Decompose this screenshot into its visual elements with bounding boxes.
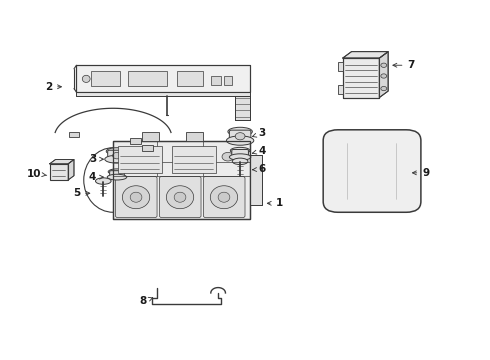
Bar	[338, 85, 343, 94]
Polygon shape	[113, 140, 250, 220]
Bar	[211, 76, 220, 85]
Ellipse shape	[96, 178, 111, 184]
Bar	[338, 62, 343, 71]
Bar	[130, 138, 141, 144]
Bar	[69, 132, 79, 137]
Polygon shape	[379, 51, 388, 98]
Ellipse shape	[130, 192, 142, 202]
Ellipse shape	[235, 133, 245, 140]
Bar	[223, 76, 232, 85]
Ellipse shape	[222, 152, 234, 161]
Text: 5: 5	[73, 188, 90, 198]
Bar	[91, 71, 121, 86]
Ellipse shape	[381, 86, 387, 91]
Ellipse shape	[381, 74, 387, 78]
Bar	[118, 146, 162, 173]
Ellipse shape	[108, 169, 126, 175]
Polygon shape	[76, 65, 250, 92]
Polygon shape	[76, 92, 250, 96]
FancyBboxPatch shape	[108, 150, 126, 160]
Text: 3: 3	[89, 154, 103, 164]
Polygon shape	[343, 51, 388, 58]
Text: 4: 4	[89, 172, 103, 182]
Text: 4: 4	[252, 145, 266, 156]
Ellipse shape	[210, 186, 238, 209]
Ellipse shape	[122, 186, 150, 209]
Ellipse shape	[105, 155, 129, 163]
Ellipse shape	[230, 147, 250, 154]
Text: 9: 9	[413, 168, 429, 178]
FancyBboxPatch shape	[110, 171, 124, 178]
Bar	[172, 146, 216, 173]
FancyBboxPatch shape	[203, 176, 245, 218]
Ellipse shape	[232, 158, 248, 165]
Polygon shape	[250, 155, 262, 205]
FancyBboxPatch shape	[229, 130, 251, 142]
Ellipse shape	[166, 186, 194, 209]
Text: 8: 8	[140, 296, 153, 306]
Ellipse shape	[82, 75, 90, 82]
Bar	[143, 145, 153, 151]
Text: 7: 7	[393, 60, 415, 70]
Polygon shape	[49, 159, 74, 164]
FancyBboxPatch shape	[232, 149, 248, 158]
Ellipse shape	[381, 63, 387, 67]
Text: 3: 3	[252, 129, 266, 138]
Polygon shape	[343, 58, 379, 98]
Text: 6: 6	[252, 164, 266, 174]
Text: 10: 10	[26, 168, 47, 179]
Bar	[186, 132, 203, 140]
FancyBboxPatch shape	[116, 176, 157, 218]
Polygon shape	[235, 96, 250, 120]
Ellipse shape	[106, 148, 128, 155]
FancyBboxPatch shape	[159, 176, 201, 218]
Ellipse shape	[129, 152, 141, 161]
Bar	[143, 132, 159, 140]
Ellipse shape	[113, 152, 122, 159]
Bar	[176, 71, 203, 86]
Text: 2: 2	[45, 82, 61, 92]
Ellipse shape	[229, 154, 251, 160]
Ellipse shape	[218, 192, 230, 202]
Text: 1: 1	[268, 198, 283, 208]
Bar	[128, 71, 167, 86]
Ellipse shape	[107, 174, 127, 180]
Ellipse shape	[174, 192, 186, 202]
Bar	[49, 164, 68, 180]
FancyBboxPatch shape	[323, 130, 421, 212]
Ellipse shape	[226, 136, 254, 145]
Polygon shape	[68, 159, 74, 180]
Ellipse shape	[228, 127, 252, 136]
